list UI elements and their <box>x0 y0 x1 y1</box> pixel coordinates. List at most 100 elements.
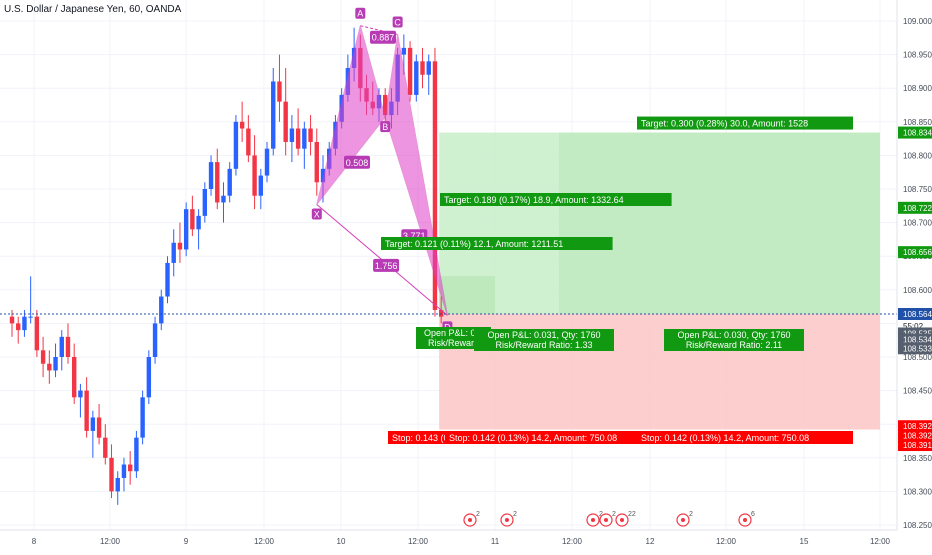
open-pnl-bg <box>664 329 804 351</box>
event-marker-count: 2 <box>599 511 603 518</box>
candle-body <box>84 390 89 431</box>
candle-body <box>438 309 444 317</box>
candle-body <box>165 262 170 297</box>
risk-reward-label: Risk/Reward <box>428 338 479 348</box>
price-tag-bg <box>898 342 932 355</box>
candle-body <box>34 316 40 351</box>
candle-body <box>140 397 145 438</box>
open-pnl-bg <box>416 327 491 349</box>
candle-body <box>233 121 239 169</box>
candle-body <box>159 296 164 324</box>
time-tick-label: 8 <box>32 537 37 546</box>
target-label-bg <box>381 237 613 250</box>
price-tick-label: 108.250 <box>903 521 932 530</box>
price-tick-label: 108.450 <box>903 387 932 396</box>
time-tick-label: 12:00 <box>408 537 429 546</box>
open-pnl-label: Open P&L: 0.030, Qty: 1760 <box>677 330 790 340</box>
candle-body <box>40 350 46 364</box>
candle-body <box>221 195 226 203</box>
candle-body <box>252 155 257 196</box>
event-marker-dot <box>681 518 685 522</box>
ratio-label: 1.756 <box>375 261 398 271</box>
price-tag-bg <box>898 201 932 214</box>
candle-body <box>53 357 58 371</box>
price-tick-label: 108.750 <box>903 185 932 194</box>
price-tag: 108.534 <box>903 336 932 345</box>
price-tag: 108.392 <box>903 432 932 441</box>
time-tick-label: 15 <box>800 537 809 546</box>
stop-label: Stop: 0.142 (0.13%) 14.2, Amount: 750.08 <box>641 433 809 443</box>
xab-triangle <box>316 25 386 205</box>
event-marker-dot <box>620 518 624 522</box>
candle-body <box>407 47 413 95</box>
event-marker-count: 2 <box>689 511 693 518</box>
time-tick-label: 10 <box>337 537 346 546</box>
ratio-label: 3.771 <box>403 231 426 241</box>
pattern-point-label: X <box>314 209 320 219</box>
event-marker-count: 2 <box>612 511 616 518</box>
candle-body <box>383 94 388 116</box>
candle-body <box>171 242 176 263</box>
candle-body <box>72 357 77 398</box>
event-marker-dot <box>604 518 608 522</box>
candle-body <box>432 61 438 310</box>
candle-body <box>190 209 195 230</box>
candle-body <box>9 316 15 324</box>
candle-body <box>202 189 208 216</box>
target-label: Target: 0.300 (0.28%) 30.0, Amount: 1528 <box>641 119 808 129</box>
event-marker-dot <box>743 518 747 522</box>
time-tick-label: 9 <box>184 537 189 546</box>
overlays: Target: 0.300 (0.28%) 30.0, Amount: 1528… <box>0 116 897 527</box>
price-tick-label: 108.700 <box>903 219 932 228</box>
price-tag: 108.834 <box>903 129 932 138</box>
stop-label-bg <box>637 431 853 444</box>
pattern-point-badge <box>380 121 391 133</box>
target-label-bg <box>637 116 853 130</box>
candle-body <box>65 336 71 357</box>
candle-body <box>215 162 220 203</box>
time-tick-label: 12:00 <box>254 537 275 546</box>
candle-body <box>196 215 201 230</box>
open-pnl-label: Open P&L: 0.0 <box>424 328 483 338</box>
candle-body <box>271 81 276 149</box>
pattern-point-label: A <box>357 9 363 19</box>
pattern-point-label: B <box>382 122 388 132</box>
price-axis-bg <box>897 0 932 550</box>
price-tag-bg <box>898 126 932 139</box>
candle-body <box>90 417 96 431</box>
event-marker-count: 22 <box>628 511 636 518</box>
price-axis: 109.000 108.950 108.900 108.850 108.800 108.7… <box>896 0 932 550</box>
candle-body <box>134 437 139 472</box>
candle-body <box>289 128 295 142</box>
position-zones <box>439 132 880 430</box>
event-marker-count: 6 <box>751 511 755 518</box>
candle-body <box>295 128 301 149</box>
price-tag: 108.533 <box>903 344 932 353</box>
candle-body <box>302 128 307 149</box>
time-tick-label: 12:00 <box>870 537 891 546</box>
target-label: Target: 0.121 (0.11%) 12.1, Amount: 1211… <box>385 239 563 249</box>
candle-body <box>115 477 120 492</box>
candle-body <box>96 417 102 438</box>
time-tick-label: 12:00 <box>716 537 737 546</box>
profit-zone-extended <box>559 132 880 314</box>
stop-label: Stop: 0.143 (0 <box>392 433 449 443</box>
candle-body <box>109 457 114 492</box>
pattern-point-badge <box>311 208 322 220</box>
candle-body <box>246 128 251 156</box>
open-pnl-bg <box>474 329 614 351</box>
price-tick-label: 108.500 <box>903 353 932 362</box>
price-tag: 108.564 <box>903 310 932 319</box>
stop-label: Stop: 0.142 (0.13%) 14.2, Amount: 750.08 <box>449 433 617 443</box>
candle-body <box>78 390 83 398</box>
price-tick-label: 108.800 <box>903 151 932 160</box>
candle-body <box>22 316 27 331</box>
price-tag-bg <box>898 246 932 259</box>
price-tick-label: 108.600 <box>903 286 932 295</box>
ratio-badge <box>343 155 370 169</box>
price-tag: 108.722 <box>903 204 932 213</box>
pattern-point-label: C <box>394 17 401 27</box>
target-label: Target: 0.189 (0.17%) 18.9, Amount: 1332… <box>444 195 624 205</box>
